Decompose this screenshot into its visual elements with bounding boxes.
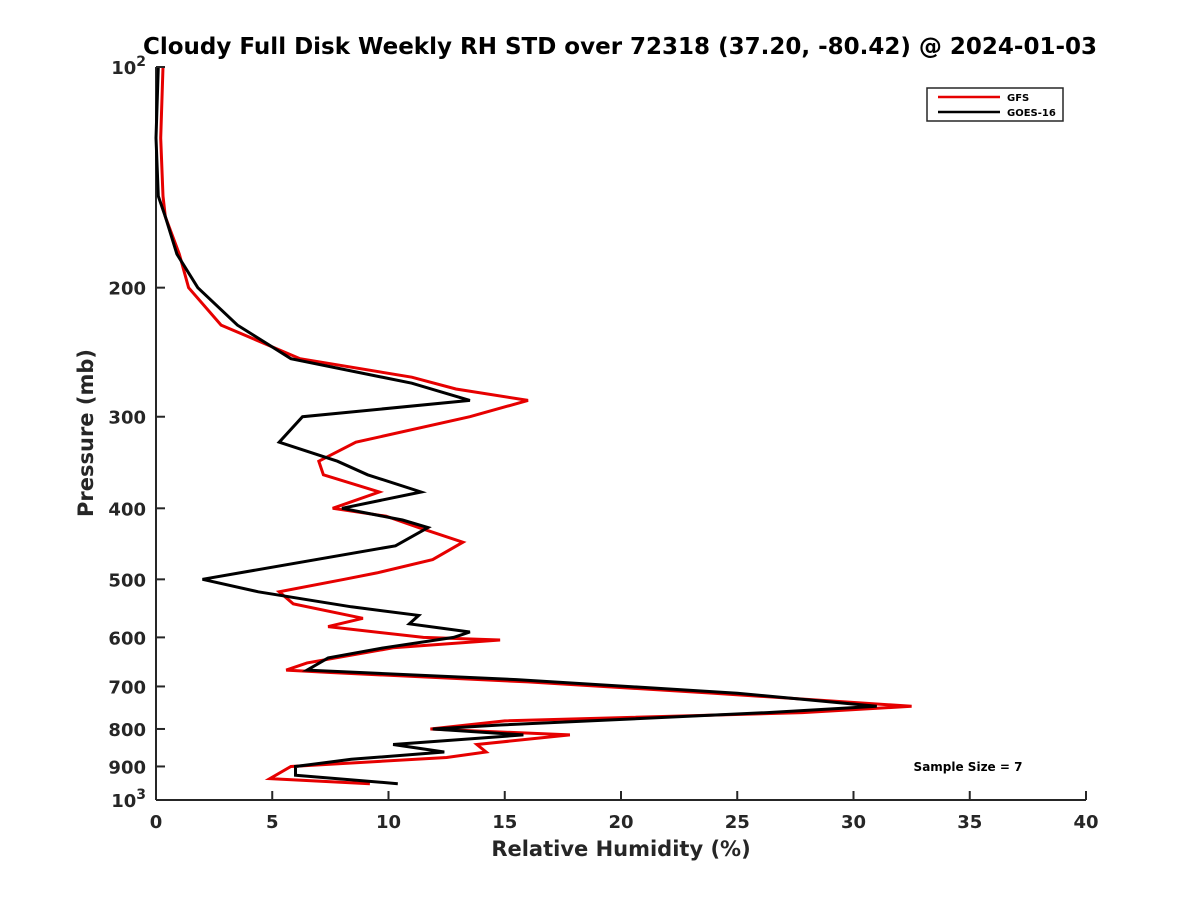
legend: GFS GOES-16 — [926, 87, 1064, 122]
sample-size-annotation: Sample Size = 7 — [914, 760, 1023, 774]
y-tick-label-900: 900 — [108, 757, 146, 778]
y-tick-label-600: 600 — [108, 628, 146, 649]
legend-label-goes-16: GOES-16 — [1007, 108, 1056, 119]
y-tick-label-800: 800 — [108, 720, 146, 741]
legend-label-gfs: GFS — [1007, 93, 1029, 104]
y-tick-exponent-1000: 3 — [136, 787, 146, 803]
y-tick-label-200: 200 — [108, 279, 146, 300]
series-line-goes-16 — [154, 66, 877, 786]
y-tick-label-700: 700 — [108, 677, 146, 698]
plot-area — [154, 66, 1086, 801]
x-axis-label: Relative Humidity (%) — [491, 837, 750, 861]
series-layer — [154, 66, 912, 786]
y-tick-label-400: 400 — [108, 499, 146, 520]
chart-title: Cloudy Full Disk Weekly RH STD over 7231… — [143, 34, 1097, 60]
y-tick-label-300: 300 — [108, 408, 146, 429]
series-line-gfs — [159, 66, 912, 786]
x-ticks: 0 5 10 15 20 25 30 35 40 — [150, 791, 1099, 833]
y-tick-label-1000: 103 — [111, 787, 146, 812]
x-tick-label-20: 20 — [608, 812, 633, 833]
x-tick-label-30: 30 — [841, 812, 866, 833]
x-tick-label-25: 25 — [725, 812, 750, 833]
x-tick-label-0: 0 — [150, 812, 163, 833]
x-tick-label-10: 10 — [376, 812, 401, 833]
x-tick-label-15: 15 — [492, 812, 517, 833]
legend-box — [926, 87, 1064, 122]
y-tick-label-500: 500 — [108, 570, 146, 591]
x-tick-label-5: 5 — [266, 812, 279, 833]
y-tick-label-100: 102 — [111, 54, 146, 79]
y-axis-label: Pressure (mb) — [74, 349, 98, 517]
x-tick-label-40: 40 — [1073, 812, 1098, 833]
y-tick-base-100: 10 — [111, 58, 136, 79]
y-tick-base-1000: 10 — [111, 791, 136, 812]
y-tick-exponent-100: 2 — [136, 54, 146, 70]
x-tick-label-35: 35 — [957, 812, 982, 833]
